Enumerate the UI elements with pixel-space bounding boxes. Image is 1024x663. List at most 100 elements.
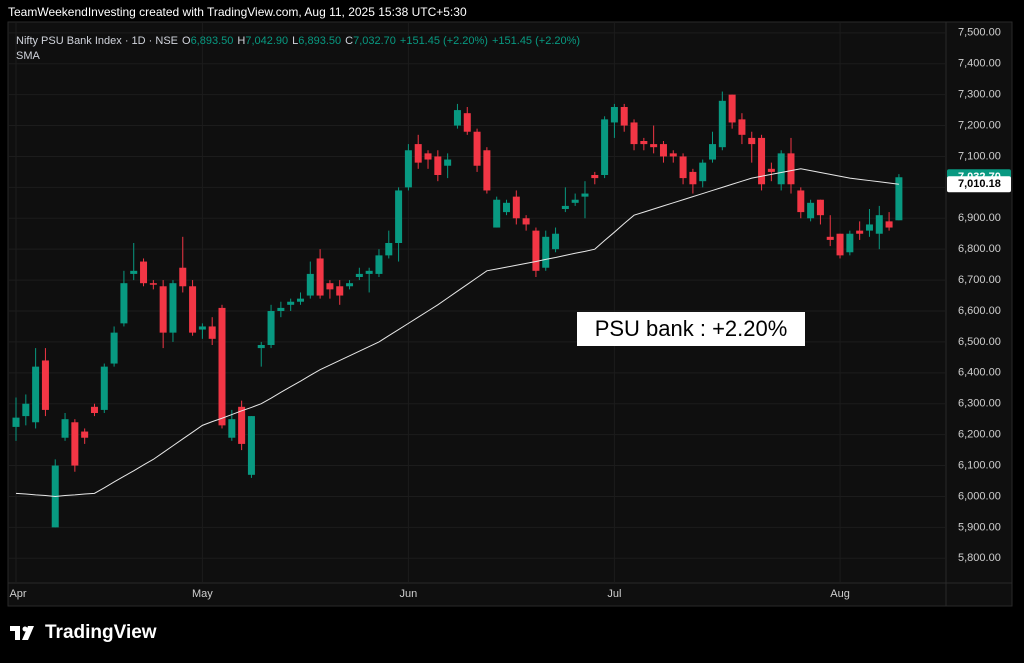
candle-body bbox=[434, 156, 442, 175]
candle-body bbox=[483, 150, 491, 191]
candle-body bbox=[71, 422, 79, 466]
candle-body bbox=[110, 332, 118, 364]
plot bbox=[12, 91, 903, 528]
candle-body bbox=[336, 286, 344, 296]
candle-body bbox=[787, 153, 795, 185]
candle-body bbox=[444, 159, 452, 166]
candle-body bbox=[689, 171, 697, 185]
candle-body bbox=[503, 202, 510, 213]
candle-body bbox=[198, 326, 206, 330]
candle-body bbox=[748, 137, 756, 145]
candle-body bbox=[679, 156, 687, 179]
candle-body bbox=[130, 270, 138, 274]
candle-body bbox=[365, 270, 373, 274]
candle-body bbox=[591, 175, 599, 179]
candle-body bbox=[120, 283, 128, 324]
annotation-box bbox=[577, 312, 805, 346]
candle-body bbox=[640, 141, 648, 145]
candle-body bbox=[453, 110, 461, 126]
candle-body bbox=[807, 202, 815, 219]
candle-body bbox=[777, 153, 785, 185]
candle-body bbox=[32, 366, 40, 423]
candle-body bbox=[247, 416, 255, 475]
candle-body bbox=[355, 273, 363, 277]
candle-body bbox=[414, 144, 422, 163]
candle-body bbox=[208, 326, 216, 339]
candle-body bbox=[885, 221, 893, 228]
candle-body bbox=[512, 196, 520, 219]
candle-body bbox=[316, 258, 324, 296]
y-tick-label: 5,800.00 bbox=[958, 552, 1001, 564]
candle-body bbox=[375, 255, 383, 274]
y-tick-label: 6,900.00 bbox=[958, 212, 1001, 224]
candle-body bbox=[532, 230, 540, 271]
candle-body bbox=[865, 224, 873, 231]
y-tick-label: 6,600.00 bbox=[958, 305, 1001, 317]
candle-body bbox=[836, 233, 844, 256]
x-tick-label: Jun bbox=[400, 588, 418, 600]
candle-body bbox=[552, 233, 560, 250]
candle-body bbox=[718, 100, 726, 148]
ohlc-value: 7,032.70 bbox=[353, 35, 396, 47]
candle-body bbox=[395, 190, 403, 243]
symbol: Nifty PSU Bank Index · 1D · NSE bbox=[16, 35, 178, 47]
candle-body bbox=[620, 107, 628, 126]
y-tick-label: 7,300.00 bbox=[958, 89, 1001, 101]
y-tick-label: 7,100.00 bbox=[958, 150, 1001, 162]
header: TeamWeekendInvesting created with Tradin… bbox=[8, 5, 467, 19]
y-tick-label: 6,200.00 bbox=[958, 429, 1001, 441]
candle-body bbox=[346, 283, 354, 287]
candle-body bbox=[228, 419, 236, 438]
y-tick-label: 6,700.00 bbox=[958, 274, 1001, 286]
candle-body bbox=[493, 199, 501, 228]
sma-legend: SMA bbox=[16, 50, 40, 62]
candle-body bbox=[699, 162, 707, 182]
candle-body bbox=[669, 153, 677, 157]
axes: 5,800.00 5,900.00 6,000.00 6,100.00 6,200.00… bbox=[9, 27, 1011, 600]
candle-body bbox=[473, 131, 481, 166]
candle-body bbox=[385, 243, 393, 256]
candle-body bbox=[650, 144, 658, 148]
y-tick-label: 7,400.00 bbox=[958, 58, 1001, 70]
candle-body bbox=[846, 233, 854, 253]
candle-body bbox=[287, 301, 295, 305]
candle-body bbox=[659, 144, 667, 157]
ohlc-value: 6,893.50 bbox=[298, 35, 342, 47]
candle-body bbox=[41, 360, 49, 410]
candle-body bbox=[797, 190, 805, 213]
price-tag bbox=[947, 176, 1011, 193]
candle-body bbox=[522, 218, 530, 225]
candle-body bbox=[463, 113, 471, 132]
candle-body bbox=[610, 107, 618, 123]
y-tick-label: 6,800.00 bbox=[958, 243, 1001, 255]
y-tick-label: 5,900.00 bbox=[958, 521, 1001, 533]
ohlc-key: O bbox=[182, 35, 191, 47]
candle-body bbox=[758, 137, 766, 185]
ohlc-value: 7,042.90 bbox=[245, 35, 289, 47]
candle-body bbox=[61, 419, 69, 438]
candle-body bbox=[816, 199, 824, 216]
y-tick-label: 6,400.00 bbox=[958, 367, 1001, 379]
ohlc-value: 6,893.50 bbox=[190, 35, 234, 47]
candle-body bbox=[895, 177, 903, 221]
y-tick-label: 6,100.00 bbox=[958, 459, 1001, 471]
candle-body bbox=[826, 236, 834, 240]
candle-body bbox=[100, 366, 108, 410]
legend-row: Nifty PSU Bank Index · 1D · NSE O6,893.50… bbox=[16, 34, 584, 49]
candle-body bbox=[306, 273, 314, 296]
price-tag-label: 7,010.18 bbox=[958, 178, 1001, 190]
candle-body bbox=[709, 144, 717, 160]
candle-body bbox=[404, 150, 412, 188]
candle-body bbox=[424, 153, 432, 160]
y-tick-label: 6,000.00 bbox=[958, 490, 1001, 502]
candle-body bbox=[238, 406, 246, 444]
x-tick-label: Aug bbox=[830, 588, 850, 600]
ohlc-key: L bbox=[292, 35, 299, 47]
candle-body bbox=[296, 298, 304, 302]
candle-body bbox=[81, 431, 89, 438]
change: +151.45 (+2.20%) bbox=[491, 35, 581, 47]
change: +151.45 (+2.20%) bbox=[399, 35, 488, 47]
chart-pane bbox=[7, 21, 1013, 607]
candle-body bbox=[581, 193, 589, 197]
legend: Nifty PSU Bank Index · 1D · NSE O6,893.50… bbox=[16, 34, 584, 64]
